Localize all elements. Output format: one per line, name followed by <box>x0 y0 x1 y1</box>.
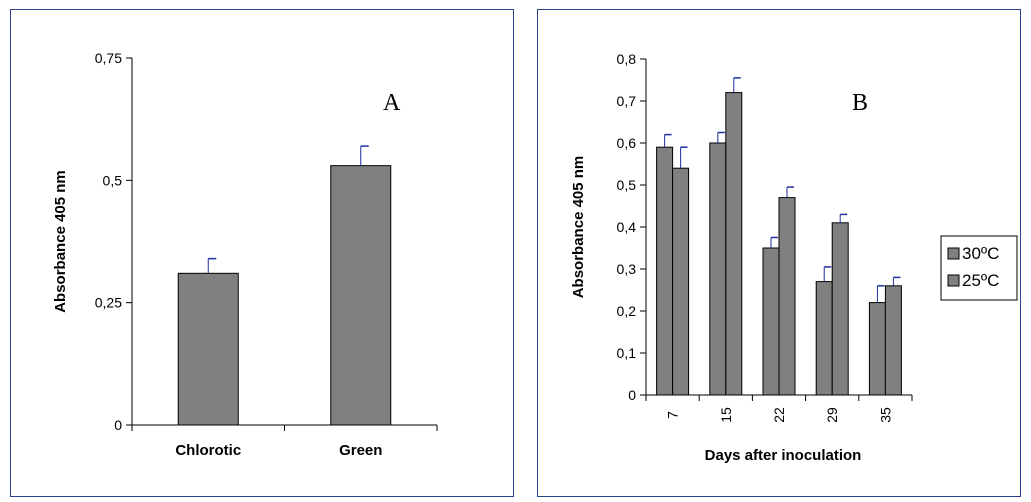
chart-panel-a <box>10 9 514 497</box>
y-tick-label: 0,5 <box>617 177 637 193</box>
y-tick-label: 0,5 <box>103 172 123 188</box>
legend-swatch <box>947 274 960 287</box>
y-tick-label: 0,4 <box>617 219 637 235</box>
bar-chlorotic <box>177 272 239 426</box>
y-tick-label: 0 <box>114 417 122 433</box>
y-axis-title: Absorbance 405 nm <box>570 156 587 299</box>
legend-label: 30ºC <box>962 244 999 263</box>
bar-day7-s2 <box>672 167 690 396</box>
bar-day29-s1 <box>815 281 833 396</box>
legend-swatch <box>947 247 960 260</box>
x-axis-title: Days after inoculation <box>705 447 862 464</box>
bar-day15-s2 <box>725 92 743 396</box>
panel-label: B <box>852 90 868 116</box>
bar-day15-s1 <box>709 142 727 396</box>
x-tick-label: 35 <box>877 407 893 423</box>
x-tick-label: Green <box>339 442 382 459</box>
y-tick-label: 0,25 <box>95 295 122 311</box>
x-tick-label: 15 <box>718 407 734 423</box>
legend-label: 25ºC <box>962 271 999 290</box>
y-tick-label: 0,7 <box>617 93 637 109</box>
x-tick-label: Chlorotic <box>175 442 241 459</box>
y-axis-title: Absorbance 405 nm <box>52 170 69 313</box>
bar-day7-s1 <box>656 146 674 396</box>
y-tick-label: 0,8 <box>617 51 637 67</box>
x-tick-label: 22 <box>771 407 787 423</box>
x-tick-label: 29 <box>824 407 840 423</box>
legend-box <box>940 235 1018 301</box>
bar-day35-s2 <box>884 285 902 396</box>
bar-day22-s1 <box>762 247 780 396</box>
bar-green <box>330 165 392 426</box>
y-tick-label: 0,1 <box>617 345 637 361</box>
panel-label: A <box>383 90 401 116</box>
y-tick-label: 0,2 <box>617 303 637 319</box>
bar-day29-s2 <box>831 222 849 396</box>
x-tick-label: 7 <box>665 411 681 419</box>
y-tick-label: 0,3 <box>617 261 637 277</box>
y-tick-label: 0,75 <box>95 50 122 66</box>
y-tick-label: 0 <box>628 387 636 403</box>
y-tick-label: 0,6 <box>617 135 637 151</box>
bar-day22-s2 <box>778 197 796 396</box>
bar-day35-s1 <box>868 302 886 396</box>
